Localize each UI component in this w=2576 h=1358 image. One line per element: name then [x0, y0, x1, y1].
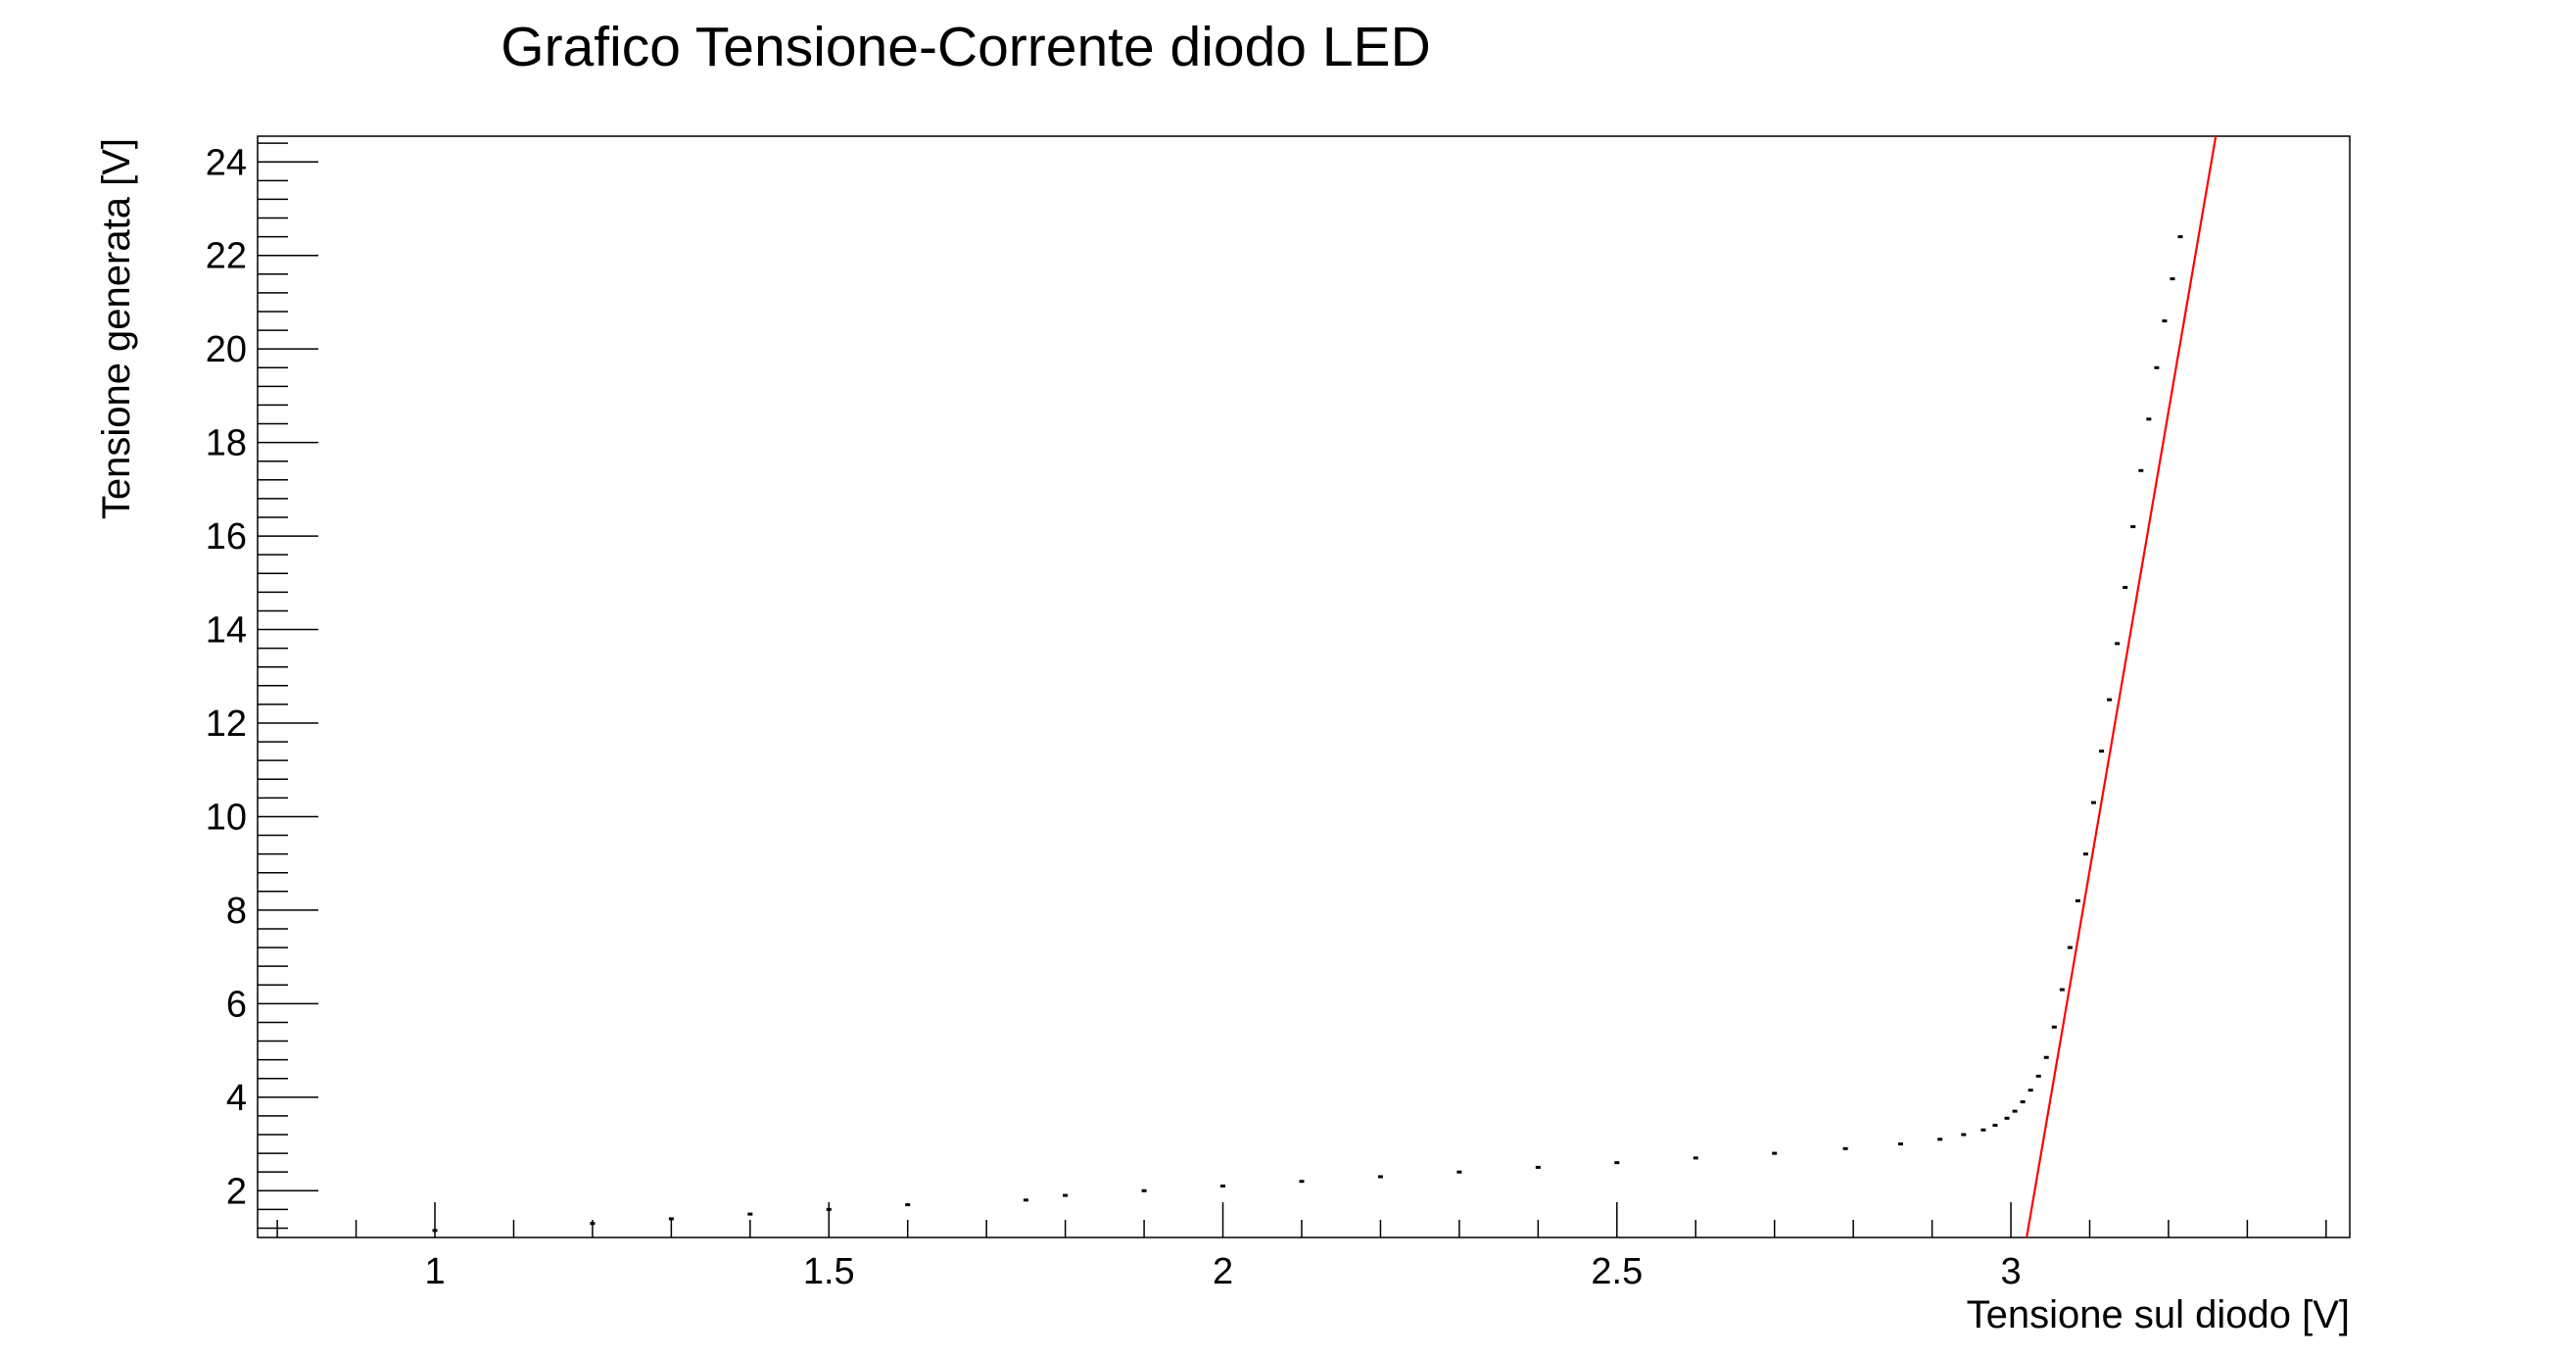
y-axis-ticks [258, 142, 318, 1230]
series-layer [432, 135, 2218, 1238]
y-tick-label: 6 [226, 984, 247, 1025]
y-axis-label: Tensione generata [V] [95, 138, 138, 519]
x-axis-label: Tensione sul diodo [V] [1967, 1293, 2350, 1336]
chart-title: Grafico Tensione-Corrente diodo LED [501, 16, 1430, 78]
y-tick-label: 14 [206, 610, 247, 652]
x-tick-label: 1 [424, 1251, 445, 1292]
x-tick-label: 3 [2000, 1251, 2021, 1292]
y-tick-label: 8 [226, 891, 247, 932]
y-tick-label: 2 [226, 1171, 247, 1212]
y-tick-label: 22 [206, 236, 247, 277]
x-tick-label: 1.5 [803, 1251, 855, 1292]
fit-line [2026, 135, 2218, 1238]
x-tick-label: 2 [1213, 1251, 1233, 1292]
x-axis-ticks [276, 1202, 2327, 1237]
y-tick-label: 16 [206, 516, 247, 558]
x-tick-label: 2.5 [1591, 1251, 1643, 1292]
y-tick-label: 20 [206, 329, 247, 370]
y-tick-label: 18 [206, 423, 247, 464]
y-tick-label: 12 [206, 703, 247, 745]
y-tick-label: 4 [226, 1078, 247, 1119]
y-tick-label: 24 [206, 142, 247, 183]
y-tick-label: 10 [206, 797, 247, 838]
plot-frame [257, 135, 2351, 1238]
x-axis-tick-labels: 1 1.5 2 2.5 3 [424, 1251, 2021, 1292]
